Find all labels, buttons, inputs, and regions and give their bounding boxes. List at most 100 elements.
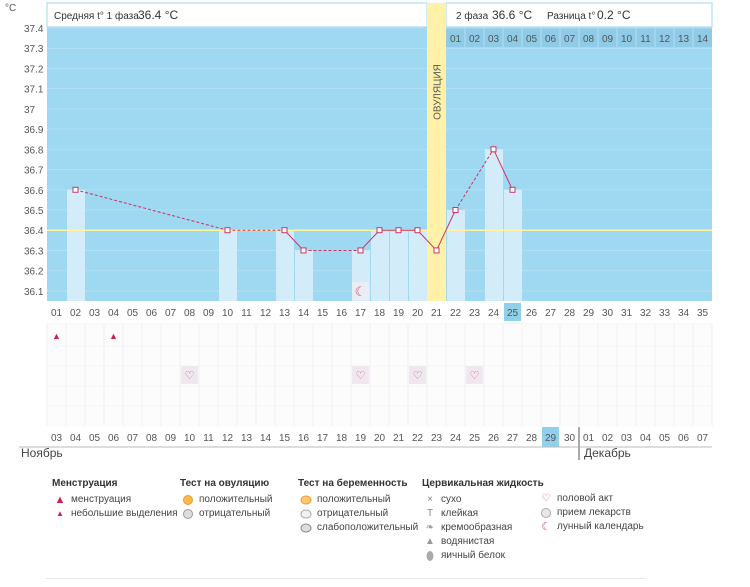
y-tick-label: 37.4: [24, 24, 44, 35]
cycle-day-label: 26: [526, 308, 538, 319]
month-left: Ноябрь: [21, 446, 63, 460]
watery-icon: ▲: [425, 536, 435, 547]
temperature-point: [433, 247, 440, 254]
calendar-date-label: 12: [222, 433, 234, 444]
test-negative-icon: [300, 508, 312, 520]
cycle-day-label: 29: [583, 308, 595, 319]
temperature-point: [357, 247, 364, 254]
sun-negative-icon: [182, 508, 194, 520]
moon-icon: ☾: [541, 521, 551, 533]
y-tick-label: 36.2: [24, 267, 44, 278]
legend-other: ♡ половой акт прием лекарств ☾ лунный ка…: [538, 492, 644, 534]
today-date-cell: [542, 427, 559, 447]
intercourse-cell: [466, 366, 483, 384]
phase1-label: Средняя t° 1 фаза: [54, 10, 139, 22]
phase1-value: 36.4 °C: [138, 8, 178, 22]
calendar-date-label: 07: [697, 433, 709, 444]
temperature-bar: [447, 210, 465, 301]
egg-white-icon: [424, 550, 436, 562]
menstruation-drop-icon: ▲: [109, 331, 118, 341]
calendar-date-label: 04: [640, 433, 652, 444]
legend-cervical: Цервикальная жидкость × сухо T клейкая ❧…: [422, 478, 544, 563]
legend-item: ▲ небольшие выделения: [52, 507, 178, 521]
heart-icon: ♡: [541, 493, 551, 504]
temperature-segment: [436, 209, 456, 251]
cycle-day-label: 12: [260, 308, 272, 319]
current-day-cell: [504, 303, 521, 321]
cycle-day-label: 03: [89, 308, 101, 319]
phase1-box: [46, 2, 428, 28]
cycle-day-label: 14: [298, 308, 310, 319]
calendar-date-label: 14: [260, 433, 272, 444]
legend-label: клейкая: [441, 508, 479, 519]
legend-label: половой акт: [557, 493, 614, 504]
calendar-date-label: 10: [184, 433, 196, 444]
calendar-date-label: 23: [431, 433, 443, 444]
legend-item: яичный белок: [422, 549, 544, 563]
calendar-date-label: 03: [621, 433, 633, 444]
temperature-point: [414, 227, 421, 234]
y-tick-label: 36.1: [24, 287, 44, 298]
phase2-day-label: 03: [488, 34, 500, 45]
temperature-segment: [284, 229, 304, 251]
phase2-day-label: 14: [697, 34, 709, 45]
dry-icon: ×: [427, 494, 433, 505]
legend-item: × сухо: [422, 493, 544, 507]
temperature-segment: [493, 149, 513, 190]
phase2-day-label: 09: [602, 34, 614, 45]
cycle-day-label: 22: [450, 308, 462, 319]
cycle-day-label: 23: [469, 308, 481, 319]
phase2-label: 2 фаза: [456, 10, 489, 22]
temperature-bar: [219, 230, 237, 301]
temperature-bar: [276, 230, 294, 301]
temperature-bar: [390, 230, 408, 301]
calendar-date-label: 04: [70, 433, 82, 444]
temperature-segment: [417, 229, 437, 251]
temperature-bar: [504, 189, 522, 301]
legend-item: ▲ менструация: [52, 493, 178, 507]
temperature-point: [509, 186, 516, 193]
calendar-date-label: 11: [203, 433, 214, 444]
legend-pregnancy-test: Тест на беременность положительный отриц…: [298, 478, 418, 535]
legend-label: отрицательный: [199, 508, 271, 519]
legend-label: кремообразная: [441, 522, 513, 533]
y-tick-label: 36.9: [24, 125, 44, 136]
temperature-point: [281, 227, 288, 234]
heart-icon: ♡: [356, 370, 366, 382]
intercourse-cell: [409, 366, 426, 384]
calendar-date-label: 05: [89, 433, 101, 444]
heart-icon: ♡: [185, 370, 195, 382]
phase2-day-label: 07: [564, 34, 576, 45]
legend-item: отрицательный: [180, 507, 272, 521]
legend-item: слабоположительный: [298, 521, 418, 535]
diff-label: Разница t°: [547, 11, 595, 22]
calendar-date-label: 01: [583, 433, 595, 444]
temperature-point: [300, 247, 307, 254]
heart-icon: ♡: [470, 370, 480, 382]
temperature-point: [452, 207, 459, 213]
y-tick-label: 36.7: [24, 166, 44, 177]
symptom-area: [47, 324, 712, 427]
phase2-day-label: 06: [545, 34, 557, 45]
legend-label: лунный календарь: [557, 521, 644, 532]
cycle-day-label: 20: [412, 308, 424, 319]
calendar-date-label: 05: [659, 433, 671, 444]
phase2-box: [445, 2, 713, 28]
legend-label: отрицательный: [317, 508, 389, 519]
legend-pregnancy-title: Тест на беременность: [298, 478, 408, 489]
calendar-date-label: 09: [165, 433, 177, 444]
legend-item: отрицательный: [298, 507, 418, 521]
cycle-day-label: 10: [222, 308, 234, 319]
calendar-date-label: 20: [374, 433, 386, 444]
legend-item: ❧ кремообразная: [422, 521, 544, 535]
phase2-day-label: 11: [640, 34, 651, 45]
cycle-day-label: 11: [241, 308, 252, 319]
temperature-bar: [67, 189, 85, 301]
legend-label: небольшие выделения: [71, 508, 178, 519]
drop-icon: ▲: [54, 494, 66, 506]
phase2-day-label: 05: [526, 34, 538, 45]
legend-label: яичный белок: [441, 550, 506, 561]
legend-item: положительный: [180, 493, 272, 507]
calendar-date-label: 17: [317, 433, 329, 444]
legend-item: положительный: [298, 493, 418, 507]
